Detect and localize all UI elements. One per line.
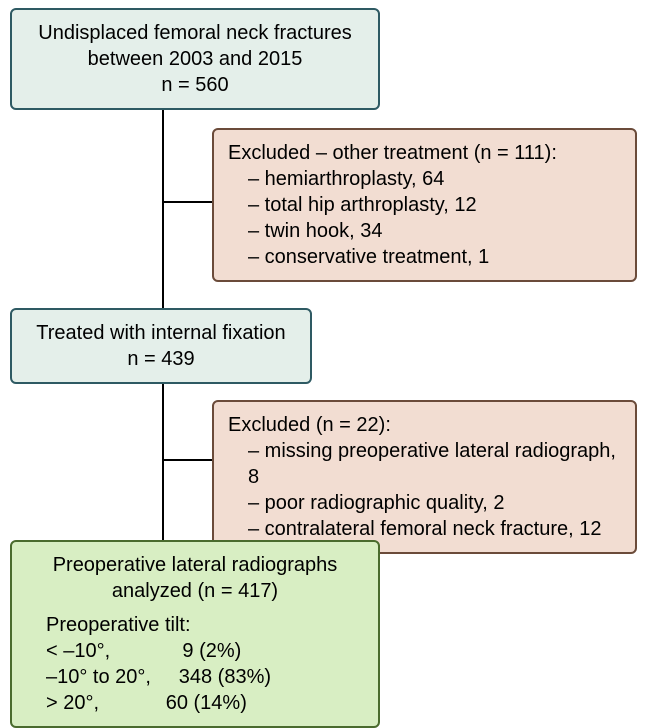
flow-box-line: n = 560: [26, 72, 364, 98]
flow-box-final-analyzed: Preoperative lateral radiographsanalyzed…: [10, 540, 380, 728]
flow-box-line: n = 439: [26, 346, 296, 372]
connector-h-exclusion-2: [162, 459, 212, 461]
connector-h-exclusion-1: [162, 201, 212, 203]
exclusion-item: – missing preoperative lateral radiograp…: [228, 438, 621, 490]
exclusion-item: – poor radiographic quality, 2: [228, 490, 621, 516]
final-title-line: analyzed (n = 417): [26, 578, 364, 604]
exclusion-item: – conservative treatment, 1: [228, 244, 621, 270]
exclusion-item: – hemiarthroplasty, 64: [228, 166, 621, 192]
flow-box-line: Treated with internal fixation: [26, 320, 296, 346]
exclusion-title: Excluded – other treatment (n = 111):: [228, 140, 621, 166]
exclusion-title: Excluded (n = 22):: [228, 412, 621, 438]
exclusion-item: – twin hook, 34: [228, 218, 621, 244]
flow-box-internal-fixation: Treated with internal fixationn = 439: [10, 308, 312, 384]
final-title-line: Preoperative lateral radiographs: [26, 552, 364, 578]
flow-box-exclusion-quality: Excluded (n = 22):– missing preoperative…: [212, 400, 637, 554]
flow-box-line: Undisplaced femoral neck fractures: [26, 20, 364, 46]
tilt-row: > 20°, 60 (14%): [46, 690, 364, 716]
exclusion-item: – contralateral femoral neck fracture, 1…: [228, 516, 621, 542]
tilt-row: < –10°, 9 (2%): [46, 638, 364, 664]
exclusion-item: – total hip arthroplasty, 12: [228, 192, 621, 218]
flow-box-line: between 2003 and 2015: [26, 46, 364, 72]
flow-box-initial-cohort: Undisplaced femoral neck fracturesbetwee…: [10, 8, 380, 110]
flow-box-exclusion-treatment: Excluded – other treatment (n = 111):– h…: [212, 128, 637, 282]
final-subtitle: Preoperative tilt:: [46, 612, 364, 638]
tilt-row: –10° to 20°, 348 (83%): [46, 664, 364, 690]
